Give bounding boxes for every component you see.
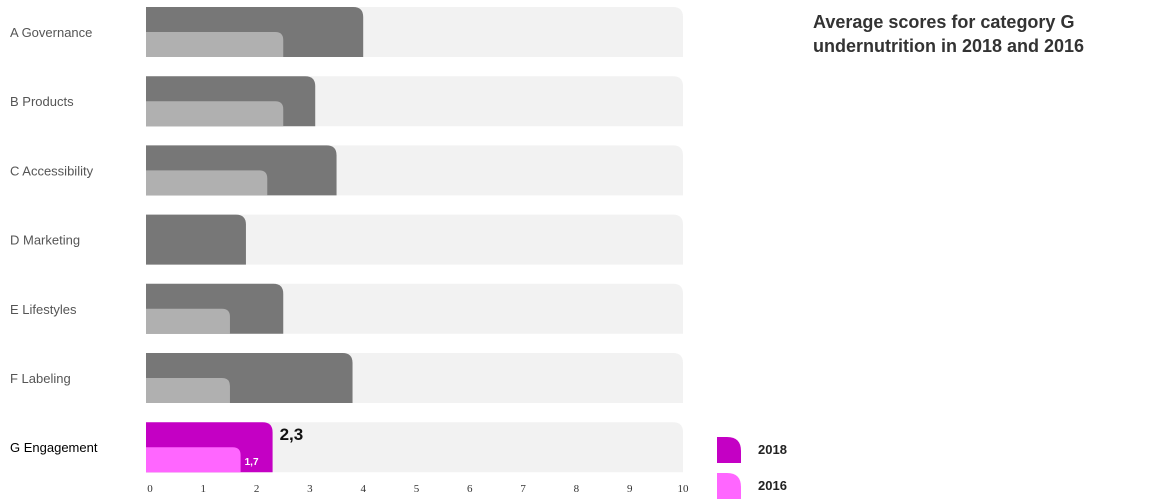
- category-label: B Products: [10, 94, 74, 109]
- bar-2016: [146, 378, 230, 403]
- x-tick-label: 9: [627, 483, 633, 495]
- chart-title: Average scores for category G undernutri…: [813, 12, 1085, 56]
- bar-2016: [146, 101, 284, 127]
- legend-label-2018: 2018: [758, 442, 787, 457]
- x-tick-label: 1: [201, 483, 207, 495]
- legend-label-2016: 2016: [758, 478, 787, 493]
- category-label: E Lifestyles: [10, 302, 77, 317]
- x-tick-label: 7: [520, 483, 526, 495]
- bar-2016: [146, 32, 284, 57]
- bar-2018: [146, 214, 246, 265]
- category-label: F Labeling: [10, 371, 71, 386]
- category-label: D Marketing: [10, 233, 80, 248]
- legend-swatch-2018: [717, 437, 741, 463]
- x-tick-label: 5: [414, 483, 420, 495]
- data-label-2018: 2,3: [280, 425, 304, 444]
- x-tick-label: 0: [147, 483, 153, 495]
- x-tick-label: 4: [360, 483, 366, 495]
- x-tick-label: 10: [678, 483, 690, 495]
- category-label: G Engagement: [10, 440, 98, 455]
- bar-track: [146, 214, 683, 265]
- bar-2016: [146, 447, 241, 473]
- category-label: C Accessibility: [10, 163, 94, 178]
- data-label-2016: 1,7: [245, 457, 259, 468]
- bar-2016: [146, 170, 268, 196]
- x-tick-label: 6: [467, 483, 473, 495]
- x-tick-label: 2: [254, 483, 260, 495]
- x-tick-label: 8: [574, 483, 580, 495]
- x-tick-label: 3: [307, 483, 313, 495]
- category-label: A Governance: [10, 25, 92, 40]
- bar-track: [146, 422, 683, 473]
- bar-2016: [146, 308, 230, 334]
- legend-swatch-2016: [717, 473, 741, 499]
